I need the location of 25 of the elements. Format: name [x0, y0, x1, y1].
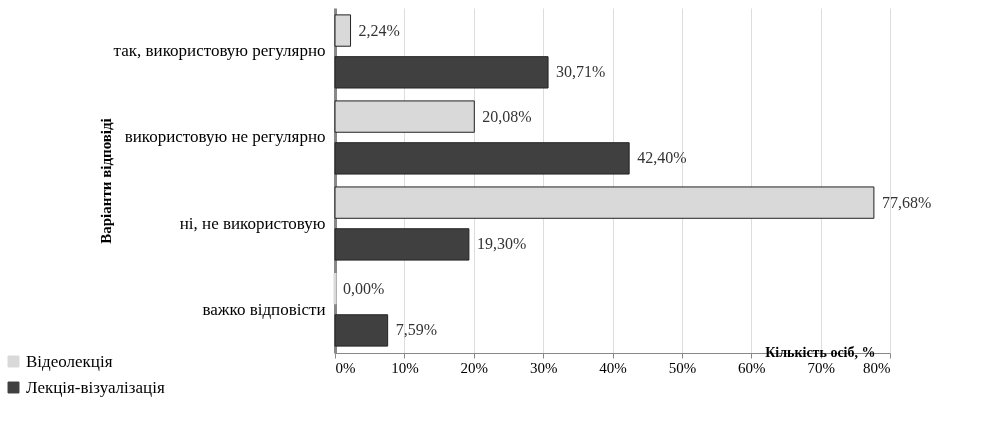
legend-label: Лекція-візуалізація	[26, 377, 165, 397]
x-tick-label: 10%	[391, 359, 419, 376]
data-label: 77,68%	[881, 193, 932, 211]
legend-label: Відеолекція	[26, 351, 113, 371]
x-tick-label: 70%	[807, 359, 835, 376]
data-label: 19,30%	[476, 235, 527, 253]
x-tick-label: 60%	[738, 359, 766, 376]
data-label: 2,24%	[358, 21, 400, 39]
data-label: 7,59%	[395, 321, 437, 339]
x-tick-label: 20%	[460, 359, 488, 376]
y-tick-label: ні, не використовую	[179, 213, 326, 233]
x-tick-label: 80%	[863, 359, 891, 376]
data-label: 42,40%	[637, 149, 687, 167]
x-tick-label: 40%	[599, 359, 627, 376]
x-tick-label: 50%	[668, 359, 697, 376]
data-label: 30,71%	[556, 63, 606, 81]
x-axis-title: Кількість осіб, %	[765, 344, 876, 360]
y-tick-label: так, використовую регулярно	[113, 41, 326, 61]
y-tick-label: використовую не регулярно	[124, 127, 326, 147]
data-label: 0,00%	[343, 279, 385, 297]
y-axis-title: Варіанти відповіді	[97, 118, 114, 244]
y-tick-label: важко відповісти	[202, 299, 326, 319]
x-tick-label: 30%	[529, 359, 558, 376]
x-tick-label: 0%	[335, 359, 356, 376]
data-label: 20,08%	[482, 107, 532, 125]
